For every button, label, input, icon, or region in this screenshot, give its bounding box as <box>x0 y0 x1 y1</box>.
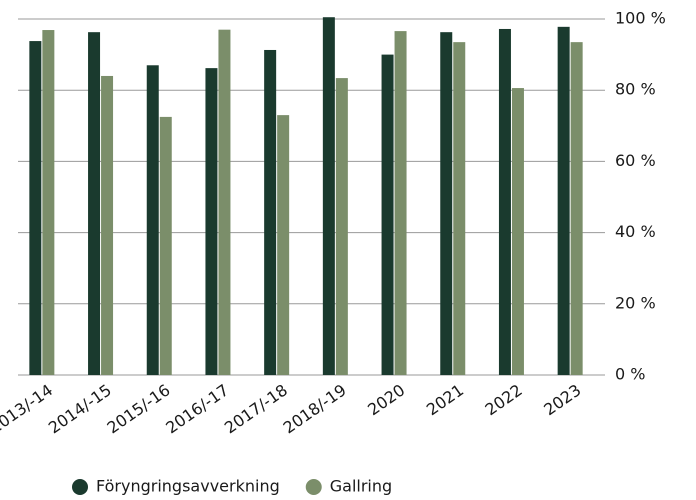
legend-label: Gallring <box>330 477 392 496</box>
bar <box>570 42 583 375</box>
x-tick-label: 2016/-17 <box>162 380 232 437</box>
y-tick-label: 40 % <box>615 222 656 241</box>
x-tick-label: 2021 <box>423 380 467 419</box>
bar <box>394 31 407 375</box>
bar <box>29 41 42 376</box>
x-tick-label: 2023 <box>540 380 584 419</box>
bar <box>146 65 159 375</box>
legend-marker <box>72 479 88 495</box>
bar <box>264 49 277 376</box>
y-tick-label: 60 % <box>615 151 656 170</box>
bar <box>557 26 570 375</box>
legend-label: Föryngringsavverkning <box>96 477 280 496</box>
bar <box>322 17 335 375</box>
bar <box>88 32 101 376</box>
bar <box>101 75 114 376</box>
y-tick-label: 80 % <box>615 80 656 99</box>
x-tick-label: 2022 <box>482 380 526 419</box>
bar <box>453 42 466 375</box>
bar <box>381 54 394 375</box>
bar <box>277 115 290 376</box>
bar <box>511 88 524 376</box>
bar <box>42 30 55 375</box>
bar <box>498 28 511 376</box>
x-tick-label: 2017/-18 <box>221 380 291 437</box>
y-tick-label: 100 % <box>615 9 666 28</box>
y-tick-label: 0 % <box>615 365 645 384</box>
bar <box>440 32 453 376</box>
legend-marker <box>305 479 322 495</box>
x-tick-label: 2020 <box>364 380 408 419</box>
bar <box>218 29 231 376</box>
x-tick-label: 2018/-19 <box>280 380 350 437</box>
x-tick-label: 2013/-14 <box>0 380 56 437</box>
y-tick-label: 20 % <box>615 293 656 312</box>
x-tick-label: 2015/-16 <box>104 380 174 437</box>
bar <box>159 116 172 376</box>
x-tick-label: 2014/-15 <box>45 380 115 437</box>
bar <box>205 68 218 376</box>
bar <box>335 78 348 375</box>
